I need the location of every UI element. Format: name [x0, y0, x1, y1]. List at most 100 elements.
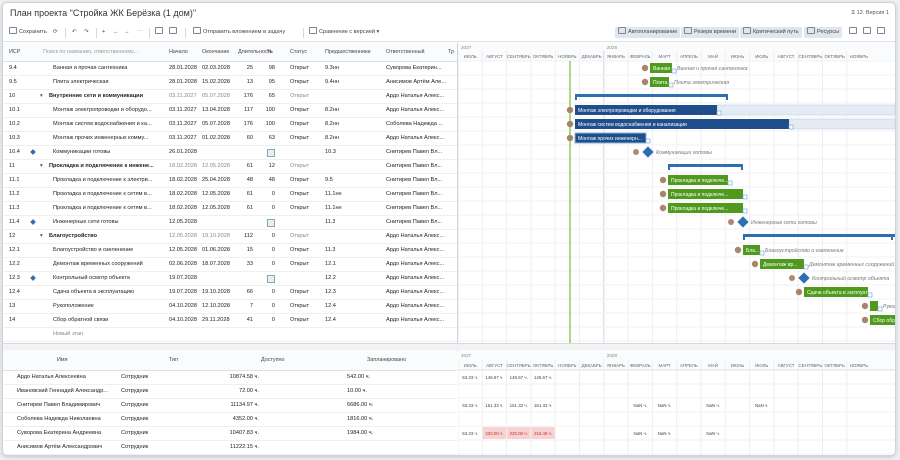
link-handle[interactable]	[671, 68, 677, 74]
task-row[interactable]: 10.4 Коммуникации готовы 26.01.2028 10.3 Сни…	[3, 145, 457, 160]
resource-row[interactable]: Ивановский Геннадий Александр... Сотрудни…	[3, 384, 457, 399]
task-row[interactable]: 12.2 Демонтаж временных сооружений 02.06.2…	[3, 257, 457, 272]
task-bar[interactable]	[575, 105, 717, 115]
task-row[interactable]: 9.4 Ванная и прочая сантехника 28.01.2028 0…	[3, 61, 457, 76]
cell-name[interactable]: Монтаж прочих инженерных комму...	[53, 135, 149, 141]
task-bar[interactable]	[668, 189, 743, 199]
task-row[interactable]: 9.5 Плита электрическая 28.01.2028 15.02.20…	[3, 75, 457, 90]
cell-name[interactable]: Прокладка и подключение к электри...	[53, 177, 153, 183]
cell-name[interactable]: Коммуникации готовы	[53, 149, 111, 155]
col-owner[interactable]: Ответственный	[386, 49, 425, 55]
milestone-diamond[interactable]	[798, 272, 810, 284]
cell-name[interactable]: Плита электрическая	[53, 79, 109, 85]
cell-name[interactable]: Сдача объекта в эксплуатацию	[53, 289, 135, 295]
task-row[interactable]: 11.1 Прокладка и подключение к электри...…	[3, 173, 457, 188]
critical-path-toggle[interactable]: Критический путь	[740, 27, 802, 38]
version-label[interactable]: ⧖ 12. Версия 1	[851, 10, 889, 16]
task-row[interactable]: 10.1 Монтаж электропроводки и оборудо... 0…	[3, 103, 457, 118]
col-wbs[interactable]: ИСР	[9, 49, 21, 55]
collapse-icon[interactable]: ▾	[40, 93, 43, 99]
cell-name[interactable]: Новый этап	[53, 331, 84, 337]
res-col-type[interactable]: Тип	[169, 357, 178, 363]
col-end[interactable]: Окончание	[202, 49, 230, 55]
task-row[interactable]: 12 Благоустройство ▾ 12.05.2028 19.10.2028 11…	[3, 229, 457, 244]
resources-toggle[interactable]: Ресурсы	[804, 27, 843, 38]
cell-name[interactable]: Ванная и прочая сантехника	[53, 65, 128, 71]
link-handle[interactable]	[645, 138, 651, 144]
resource-row[interactable]: Соболева Надежда Николаевна Сотрудник 4352…	[3, 412, 457, 427]
compare-version-dropdown[interactable]: Сравнение с версией ▾	[309, 27, 379, 38]
task-bar[interactable]	[760, 259, 804, 269]
task-row[interactable]: 11.4 Инженерные сети готовы 12.05.2028 11.3…	[3, 215, 457, 230]
col-predecessors[interactable]: Предшественники	[325, 49, 371, 55]
cell-name[interactable]: Прокладка и подключение к сетям в...	[53, 191, 152, 197]
summary-bar[interactable]	[575, 94, 728, 97]
cell-name[interactable]: Благоустройство	[49, 233, 98, 239]
link-handle[interactable]	[742, 208, 748, 214]
milestone-diamond[interactable]	[737, 216, 749, 228]
res-col-available[interactable]: Доступно	[261, 357, 285, 363]
col-status[interactable]: Статус	[290, 49, 308, 55]
task-bar[interactable]	[650, 63, 672, 73]
indent-button[interactable]: →	[124, 27, 130, 38]
cell-name[interactable]: Контрольный осмотр объекта	[53, 275, 130, 281]
link-handle[interactable]	[668, 82, 674, 88]
summary-bar[interactable]	[743, 234, 895, 237]
task-bar[interactable]	[650, 77, 669, 87]
view-split-button[interactable]	[863, 27, 873, 38]
link-handle[interactable]	[788, 124, 794, 130]
task-row[interactable]: 12.3 Контрольный осмотр объекта 19.07.2028…	[3, 271, 457, 286]
link-handle[interactable]	[742, 194, 748, 200]
reserve-toggle[interactable]: Резерв времени	[681, 27, 740, 38]
res-col-name[interactable]: Имя	[57, 357, 68, 363]
cell-name[interactable]: Инженерные сети готовы	[53, 219, 119, 225]
view-gantt-button[interactable]	[877, 27, 887, 38]
task-row[interactable]: 11 Прокладка и подключение к инжене... ▾ 18…	[3, 159, 457, 174]
cell-name[interactable]: Монтаж систем водоснабжения и ка...	[53, 121, 152, 127]
copy-button[interactable]	[169, 27, 179, 38]
col-start[interactable]: Начало	[169, 49, 188, 55]
task-row[interactable]: 11.3 Прокладка и подключение к сетям в...…	[3, 201, 457, 216]
task-row[interactable]: 14 Сбор обратной связи 04.10.2028 29.11.202…	[3, 313, 457, 328]
save-button[interactable]: Сохранить	[9, 27, 47, 38]
task-row[interactable]: 10.2 Монтаж систем водоснабжения и ка... 0…	[3, 117, 457, 132]
task-row[interactable]: 11.2 Прокладка и подключение к сетям в...…	[3, 187, 457, 202]
milestone-checkbox[interactable]	[267, 149, 275, 157]
link-handle[interactable]	[716, 110, 722, 116]
view-grid-button[interactable]	[849, 27, 859, 38]
task-bar[interactable]	[870, 315, 895, 325]
col-extra[interactable]: Тр	[448, 49, 454, 55]
milestone-checkbox[interactable]	[267, 219, 275, 227]
cell-name[interactable]: Благоустройство и озеленение	[53, 247, 134, 253]
task-bar[interactable]	[574, 132, 647, 144]
task-bar[interactable]	[575, 119, 789, 129]
task-row[interactable]: 12.4 Сдача объекта в эксплуатацию 19.07.20…	[3, 285, 457, 300]
add-task-button[interactable]: +	[102, 27, 105, 38]
task-row[interactable]: 10 Внутренние сети и коммуникации ▾ 03.11.2…	[3, 89, 457, 104]
task-bar[interactable]	[870, 301, 878, 311]
task-row[interactable]: 13 Рукоположение 04.10.2028 12.10.2028 7 0 Отк…	[3, 299, 457, 314]
cell-name[interactable]: Сбор обратной связи	[53, 317, 109, 323]
cell-name[interactable]: Прокладка и подключение к инжене...	[49, 163, 154, 169]
more-button[interactable]: ⋯	[137, 27, 143, 38]
cell-name[interactable]: Прокладка и подключение к сетям в...	[53, 205, 152, 211]
task-bar[interactable]	[743, 245, 760, 255]
resource-row[interactable]: Анисимов Артём Александрович Сотрудник 112…	[3, 440, 457, 455]
link-handle[interactable]	[727, 180, 733, 186]
outdent-button[interactable]: ←	[113, 27, 119, 38]
resource-row[interactable]: Снитирев Павел Владимирович Сотрудник 1113…	[3, 398, 457, 413]
task-bar[interactable]	[668, 175, 728, 185]
new-stage-row[interactable]: Новый этап	[3, 327, 457, 342]
col-duration[interactable]: Длительность	[238, 49, 273, 55]
link-handle[interactable]	[759, 250, 765, 256]
summary-bar[interactable]	[668, 164, 743, 167]
redo-button[interactable]: ↷	[84, 27, 89, 38]
milestone-checkbox[interactable]	[267, 275, 275, 283]
attach-to-task-button[interactable]: Отправить вложением в задачу	[193, 27, 285, 38]
res-col-planned[interactable]: Запланировано	[367, 357, 407, 363]
collapse-icon[interactable]: ▾	[40, 233, 43, 239]
link-handle[interactable]	[803, 264, 809, 270]
cell-name[interactable]: Демонтаж временных сооружений	[53, 261, 143, 267]
task-row[interactable]: 12.1 Благоустройство и озеленение 12.05.20…	[3, 243, 457, 258]
task-row[interactable]: 10.3 Монтаж прочих инженерных комму... 03.…	[3, 131, 457, 146]
